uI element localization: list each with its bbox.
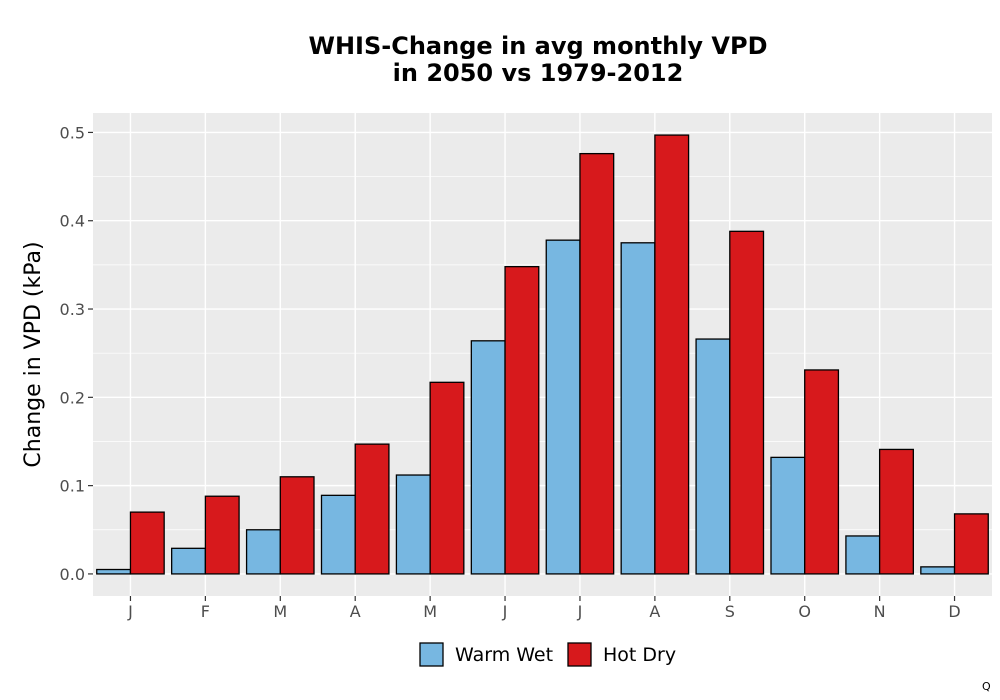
y-tick-label: 0.2 [60, 388, 85, 407]
bar-hot-dry [729, 230, 765, 575]
bar-warm-wet [620, 242, 656, 575]
legend-key [419, 642, 444, 667]
chart-title: WHIS-Change in avg monthly VPD in 2050 v… [308, 32, 767, 87]
bar-hot-dry [804, 369, 840, 575]
x-tick-label: J [127, 602, 133, 621]
bar-warm-wet [96, 568, 132, 575]
legend-label: Warm Wet [455, 644, 553, 666]
y-tick-label: 0.4 [60, 212, 85, 231]
chart-title-line-1: WHIS-Change in avg monthly VPD [308, 32, 767, 60]
bar-warm-wet [845, 535, 881, 575]
legend: Warm Wet Hot Dry [419, 642, 676, 667]
x-tick-label: N [874, 602, 886, 621]
bar-warm-wet [320, 494, 356, 575]
bar-marks [96, 134, 989, 575]
plot-panel [93, 113, 992, 596]
bar-hot-dry [129, 511, 165, 575]
legend-key [567, 642, 592, 667]
bar-warm-wet [470, 340, 506, 575]
bar-warm-wet [245, 529, 281, 575]
bar-hot-dry [579, 152, 615, 575]
x-tick-label: A [350, 602, 361, 621]
bar-warm-wet [920, 566, 956, 575]
x-tick-label: O [798, 602, 811, 621]
minor-gridlines [93, 176, 992, 531]
y-tick-label: 0.1 [60, 477, 85, 496]
chart-title-line-2: in 2050 vs 1979-2012 [393, 59, 684, 87]
bar-warm-wet [545, 239, 581, 575]
y-axis: 0.0 0.1 0.2 0.3 0.4 0.5 [60, 123, 93, 584]
x-tick-label: S [725, 602, 735, 621]
bar-hot-dry [504, 265, 540, 575]
bar-hot-dry [654, 134, 690, 575]
y-tick-label: 0.5 [60, 123, 85, 142]
x-tick-label: D [948, 602, 960, 621]
bar-hot-dry [953, 513, 989, 575]
bar-warm-wet [395, 474, 431, 575]
x-tick-label: A [649, 602, 660, 621]
y-tick-label: 0.3 [60, 300, 85, 319]
bar-warm-wet [770, 456, 806, 575]
bar-hot-dry [279, 476, 315, 575]
x-tick-label: M [423, 602, 437, 621]
bar-hot-dry [204, 495, 240, 575]
bar-hot-dry [354, 443, 390, 575]
x-tick-label: F [201, 602, 210, 621]
y-tick-label: 0.0 [60, 565, 85, 584]
bar-hot-dry [878, 448, 914, 575]
bar-warm-wet [695, 338, 731, 575]
x-tick-label: J [577, 602, 583, 621]
corner-mark: Q [982, 680, 991, 693]
legend-label: Hot Dry [603, 644, 676, 666]
x-tick-label: M [273, 602, 287, 621]
y-axis-title: Change in VPD (kPa) [21, 241, 46, 467]
bar-hot-dry [429, 381, 465, 575]
x-tick-label: J [502, 602, 508, 621]
bar-warm-wet [171, 547, 207, 575]
